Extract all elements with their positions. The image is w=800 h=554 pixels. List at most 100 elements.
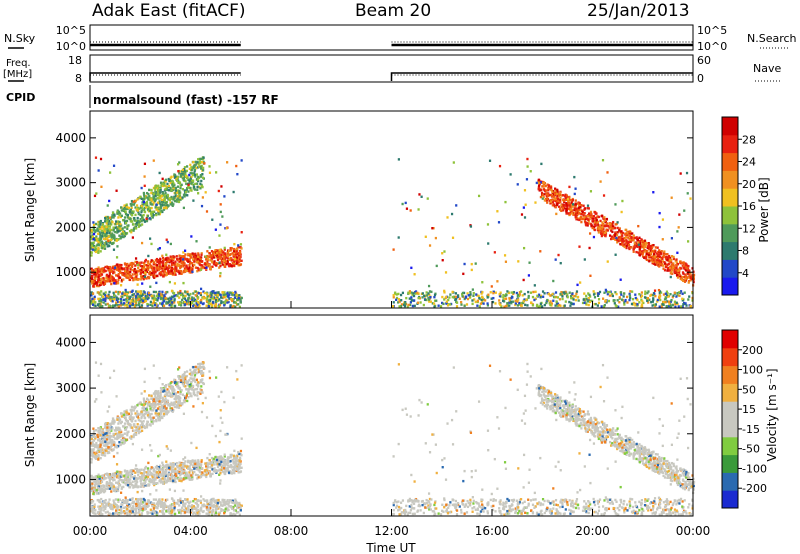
power-echo-cell [152,203,155,206]
power-echo-cell [188,167,191,171]
power-echo-cell [550,194,554,197]
power-echo-cell [170,261,174,265]
power-echo-cell [562,205,565,208]
power-echo-cell [172,267,175,271]
power-echo-cell [122,298,125,302]
velocity-echo-cell [167,466,171,470]
power-echo-cell [127,264,130,268]
power-echo-cell [138,261,141,265]
power-echo-cell [162,267,165,270]
power-echo-cell [135,275,138,278]
power-echo-cell [413,304,416,308]
power-echo-cell [568,213,572,216]
power-echo-cell [226,262,230,265]
power-echo-cell [162,298,165,302]
power-echo-cell [139,292,143,295]
power-echo-cell [176,176,180,179]
power-echo-cell [555,203,559,207]
power-echo-cell [140,298,143,301]
power-echo-cell [138,305,141,308]
power-echo-cell [132,278,135,282]
power-echo-cell [186,186,189,190]
power-echo-cell [543,303,546,307]
power-echo-cell [412,294,416,298]
power-echo-cell [643,296,647,299]
power-echo-cell [625,246,628,250]
power-echo-cell [196,161,199,164]
colorbar-tick-label: 24 [742,156,756,169]
power-echo-cell [199,259,202,262]
power-echo-cell [171,295,174,299]
power-echo-cell [509,173,512,176]
power-echo-cell [175,267,178,270]
power-echo-cell [90,267,93,270]
power-echo-cell [656,255,659,258]
velocity-echo-cell [158,467,161,470]
power-echo-cell [395,296,399,300]
velocity-echo-cell [104,472,107,476]
power-echo-cell [608,291,611,294]
power-echo-cell [214,249,217,252]
velocity-echo-cell [140,483,143,486]
power-echo-cell [408,292,411,295]
velocity-echo-cell [162,463,165,467]
power-echo-cell [555,300,558,303]
velocity-echo-cell [134,471,137,474]
power-echo-cell [662,255,665,258]
power-echo-cell [156,269,159,272]
power-echo-cell [199,291,202,295]
power-echo-cell [445,295,448,299]
power-echo-cell [683,275,686,279]
power-echo-cell [163,270,166,273]
power-echo-cell [100,185,103,189]
power-echo-cell [537,305,540,308]
power-echo-cell [164,187,167,191]
velocity-echo-cell [166,473,169,477]
velocity-echo-cell [172,474,175,478]
power-echo-cell [202,302,205,305]
power-echo-cell [108,241,112,244]
power-echo-cell [166,182,169,186]
power-echo-cell [106,229,109,232]
power-echo-cell [611,294,615,298]
power-echo-cell [551,204,554,207]
power-echo-cell [198,268,201,272]
power-echo-cell [94,248,98,251]
power-echo-cell [237,253,240,256]
power-echo-cell [647,251,650,255]
power-echo-cell [618,296,621,299]
power-echo-cell [191,298,194,301]
power-echo-cell [128,297,132,300]
power-echo-cell [571,209,574,212]
power-echo-cell [153,303,157,307]
power-echo-cell [670,255,674,258]
power-echo-cell [638,301,641,304]
power-echo-cell [637,243,640,246]
power-echo-cell [616,234,619,237]
power-echo-cell [226,259,229,263]
power-echo-cell [214,262,218,265]
power-echo-cell [620,232,623,236]
velocity-echo-cell [189,461,192,465]
power-echo-cell [135,227,138,230]
velocity-echo-field [90,361,696,517]
velocity-echo-cell [102,486,105,489]
power-echo-cell [411,299,414,302]
power-echo-cell [640,252,643,256]
velocity-echo-cell [156,471,159,474]
power-echo-cell [175,200,179,203]
power-echo-cell [131,276,134,279]
power-echo-cell [421,292,424,295]
power-echo-cell [614,223,617,226]
velocity-echo-cell [216,456,219,459]
power-echo-cell [108,199,111,203]
power-echo-cell [574,213,577,217]
power-echo-cell [135,277,138,280]
velocity-echo-cell [142,468,145,472]
power-echo-cell [559,198,562,202]
power-echo-cell [157,296,160,300]
power-echo-cell [105,225,108,229]
velocity-echo-cell [176,464,179,468]
velocity-echo-cell [181,462,184,466]
